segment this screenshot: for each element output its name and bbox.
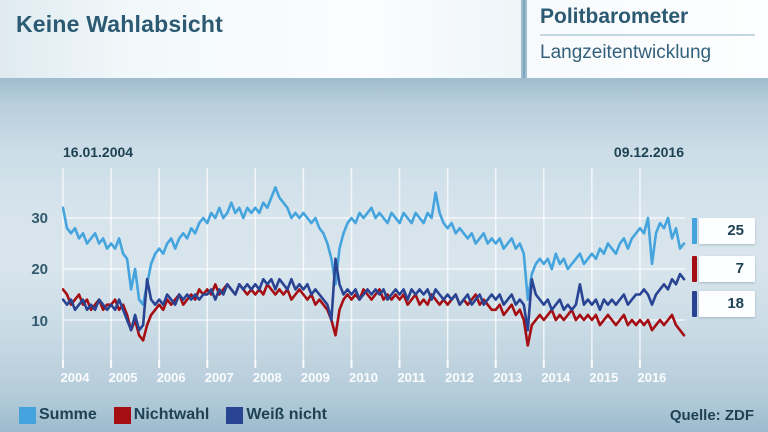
header-left-panel: Keine Wahlabsicht bbox=[0, 0, 521, 78]
legend-item-weiss-nicht: Weiß nicht bbox=[226, 406, 327, 424]
legend-item-nichtwahl: Nichtwahl bbox=[113, 406, 210, 424]
legend-item-summe: Summe bbox=[19, 406, 97, 424]
legend-label-weiss-nicht: Weiß nicht bbox=[246, 406, 327, 423]
weiss-nicht-marker-bar bbox=[692, 291, 697, 317]
summe-current-value: 25 bbox=[699, 218, 755, 244]
x-axis-label-2011: 2011 bbox=[397, 370, 426, 385]
legend-label-summe: Summe bbox=[39, 406, 97, 423]
x-axis-label-2016: 2016 bbox=[637, 370, 667, 385]
x-axis-label-2006: 2006 bbox=[156, 370, 186, 385]
nichtwahl-swatch-icon bbox=[113, 406, 131, 424]
x-axis-label-2009: 2009 bbox=[300, 370, 330, 385]
page-title: Keine Wahlabsicht bbox=[16, 11, 224, 37]
summe-swatch-icon bbox=[19, 406, 36, 424]
y-axis-label-10: 10 bbox=[31, 313, 48, 330]
line-chart-plot bbox=[62, 168, 686, 368]
date-range-start: 16.01.2004 bbox=[63, 144, 134, 160]
nichtwahl-marker-bar bbox=[692, 256, 697, 282]
x-axis-label-2010: 2010 bbox=[349, 370, 378, 385]
x-axis-label-2015: 2015 bbox=[589, 370, 619, 385]
value-row-weiss-nicht: 18 bbox=[692, 291, 755, 317]
weiss-nicht-current-value: 18 bbox=[699, 291, 755, 317]
date-range-end: 09.12.2016 bbox=[613, 144, 684, 160]
value-row-nichtwahl: 7 bbox=[692, 256, 755, 282]
value-row-summe: 25 bbox=[692, 218, 755, 244]
x-axis-label-2005: 2005 bbox=[108, 370, 138, 385]
brand-title: Politbarometer bbox=[540, 5, 755, 36]
y-axis-label-20: 20 bbox=[31, 261, 48, 278]
legend-label-nichtwahl: Nichtwahl bbox=[133, 406, 210, 423]
weiss-nicht-swatch-icon bbox=[226, 406, 244, 424]
chart-legend: Summe Nichtwahl Weiß nicht bbox=[19, 406, 327, 424]
brand-subtitle: Langzeitentwicklung bbox=[540, 42, 712, 63]
header: Keine Wahlabsicht Politbarometer Langzei… bbox=[0, 0, 768, 78]
x-axis-label-2007: 2007 bbox=[204, 370, 234, 385]
header-right-panel: Politbarometer Langzeitentwicklung bbox=[527, 0, 768, 78]
summe-marker-bar bbox=[692, 218, 697, 244]
y-axis-label-30: 30 bbox=[31, 210, 48, 227]
x-axis-label-2008: 2008 bbox=[252, 370, 282, 385]
x-axis-label-2012: 2012 bbox=[445, 370, 475, 385]
nichtwahl-current-value: 7 bbox=[699, 256, 755, 282]
header-divider bbox=[523, 0, 525, 78]
current-value-boxes: 25 7 18 bbox=[692, 218, 755, 318]
x-axis-label-2004: 2004 bbox=[60, 370, 90, 385]
source-credit: Quelle: ZDF bbox=[669, 407, 754, 424]
x-axis-label-2013: 2013 bbox=[493, 370, 523, 385]
x-axis-label-2014: 2014 bbox=[541, 370, 571, 385]
